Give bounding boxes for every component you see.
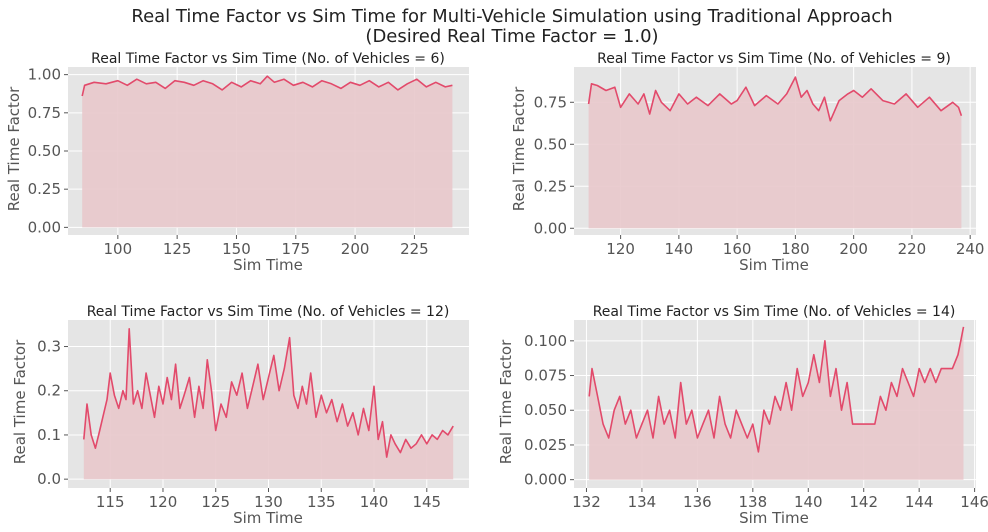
x-tick-label: 150 bbox=[222, 240, 251, 258]
y-axis-label: Real Time Factor bbox=[11, 339, 29, 464]
x-tick-label: 140 bbox=[665, 240, 694, 258]
subplot-vehicles-9: 120 140 160 180 200 220 240 0.00 0.25 0.50 0.75 Re… bbox=[510, 51, 984, 274]
y-tick-label: 0.75 bbox=[28, 104, 61, 122]
x-axis-label: Sim Time bbox=[233, 509, 303, 527]
x-tick-label: 180 bbox=[781, 240, 810, 258]
x-tick-label: 160 bbox=[723, 240, 752, 258]
x-tick-label: 125 bbox=[201, 493, 230, 511]
x-tick-label: 130 bbox=[254, 493, 283, 511]
x-tick-label: 115 bbox=[96, 493, 125, 511]
y-tick-label: 0.50 bbox=[534, 135, 567, 153]
x-tick-label: 132 bbox=[572, 493, 601, 511]
y-tick-label: 0.050 bbox=[524, 401, 567, 419]
subplot-title: Real Time Factor vs Sim Time (No. of Veh… bbox=[91, 51, 445, 67]
y-axis-label: Real Time Factor bbox=[497, 339, 515, 464]
y-axis-label: Real Time Factor bbox=[5, 86, 23, 211]
y-tick-label: 0.3 bbox=[37, 338, 61, 356]
x-tick-label: 120 bbox=[149, 493, 178, 511]
y-tick-label: 0.025 bbox=[524, 436, 567, 454]
x-tick-label: 240 bbox=[956, 240, 985, 258]
x-tick-label: 120 bbox=[606, 240, 635, 258]
x-axis-label: Sim Time bbox=[233, 256, 303, 274]
y-tick-label: 0.50 bbox=[28, 142, 61, 160]
subplot-title: Real Time Factor vs Sim Time (No. of Veh… bbox=[597, 51, 951, 67]
y-axis-label: Real Time Factor bbox=[510, 86, 528, 211]
x-tick-label: 175 bbox=[281, 240, 310, 258]
series-area-fill bbox=[588, 77, 962, 229]
x-tick-label: 220 bbox=[898, 240, 927, 258]
x-tick-label: 125 bbox=[163, 240, 192, 258]
series-line bbox=[588, 326, 965, 453]
x-tick-label: 144 bbox=[905, 493, 934, 511]
x-axis-label: Sim Time bbox=[739, 509, 809, 527]
subplot-title: Real Time Factor vs Sim Time (No. of Veh… bbox=[87, 304, 450, 320]
x-tick-label: 135 bbox=[307, 493, 336, 511]
y-tick-label: 0.2 bbox=[37, 382, 61, 400]
y-tick-label: 1.00 bbox=[28, 66, 61, 84]
x-tick-label: 136 bbox=[683, 493, 712, 511]
y-tick-label: 0.1 bbox=[37, 426, 61, 444]
y-tick-label: 0.100 bbox=[524, 332, 567, 350]
y-tick-label: 0.000 bbox=[524, 471, 567, 489]
series-area-fill bbox=[83, 328, 454, 480]
x-tick-label: 145 bbox=[412, 493, 441, 511]
figure-title-line1: Real Time Factor vs Sim Time for Multi-V… bbox=[131, 6, 892, 27]
y-tick-label: 0.00 bbox=[28, 218, 61, 236]
series-line bbox=[83, 328, 454, 458]
y-tick-label: 0.00 bbox=[534, 219, 567, 237]
subplot-vehicles-14: 132 134 136 138 140 142 144 146 0.000 0.025 0.050 0… bbox=[497, 304, 988, 527]
series-line bbox=[81, 75, 453, 97]
x-tick-label: 134 bbox=[628, 493, 657, 511]
y-tick-label: 0.25 bbox=[534, 177, 567, 195]
x-tick-label: 146 bbox=[960, 493, 988, 511]
series-area-fill bbox=[589, 326, 964, 480]
x-axis-label: Sim Time bbox=[739, 256, 809, 274]
subplot-vehicles-6: 100 125 150 175 200 225 0.00 0.25 0.50 0.75 1.00 R… bbox=[5, 51, 469, 274]
y-tick-label: 0.0 bbox=[37, 470, 61, 488]
y-tick-label: 0.75 bbox=[534, 93, 567, 111]
x-tick-label: 142 bbox=[849, 493, 878, 511]
x-tick-label: 140 bbox=[360, 493, 389, 511]
subplot-title: Real Time Factor vs Sim Time (No. of Veh… bbox=[593, 304, 956, 320]
x-tick-label: 138 bbox=[739, 493, 768, 511]
figure-title-line2: (Desired Real Time Factor = 1.0) bbox=[365, 26, 658, 47]
x-tick-label: 100 bbox=[104, 240, 133, 258]
y-tick-label: 0.25 bbox=[28, 180, 61, 198]
y-tick-label: 0.075 bbox=[524, 367, 567, 385]
x-tick-label: 200 bbox=[341, 240, 370, 258]
series-line bbox=[587, 76, 963, 122]
series-area-fill bbox=[82, 76, 453, 228]
x-tick-label: 225 bbox=[400, 240, 429, 258]
subplot-vehicles-12: 115 120 125 130 135 140 145 0.0 0.1 0.2 0.3 Real T… bbox=[11, 304, 469, 527]
x-tick-label: 200 bbox=[839, 240, 868, 258]
x-tick-label: 140 bbox=[794, 493, 823, 511]
